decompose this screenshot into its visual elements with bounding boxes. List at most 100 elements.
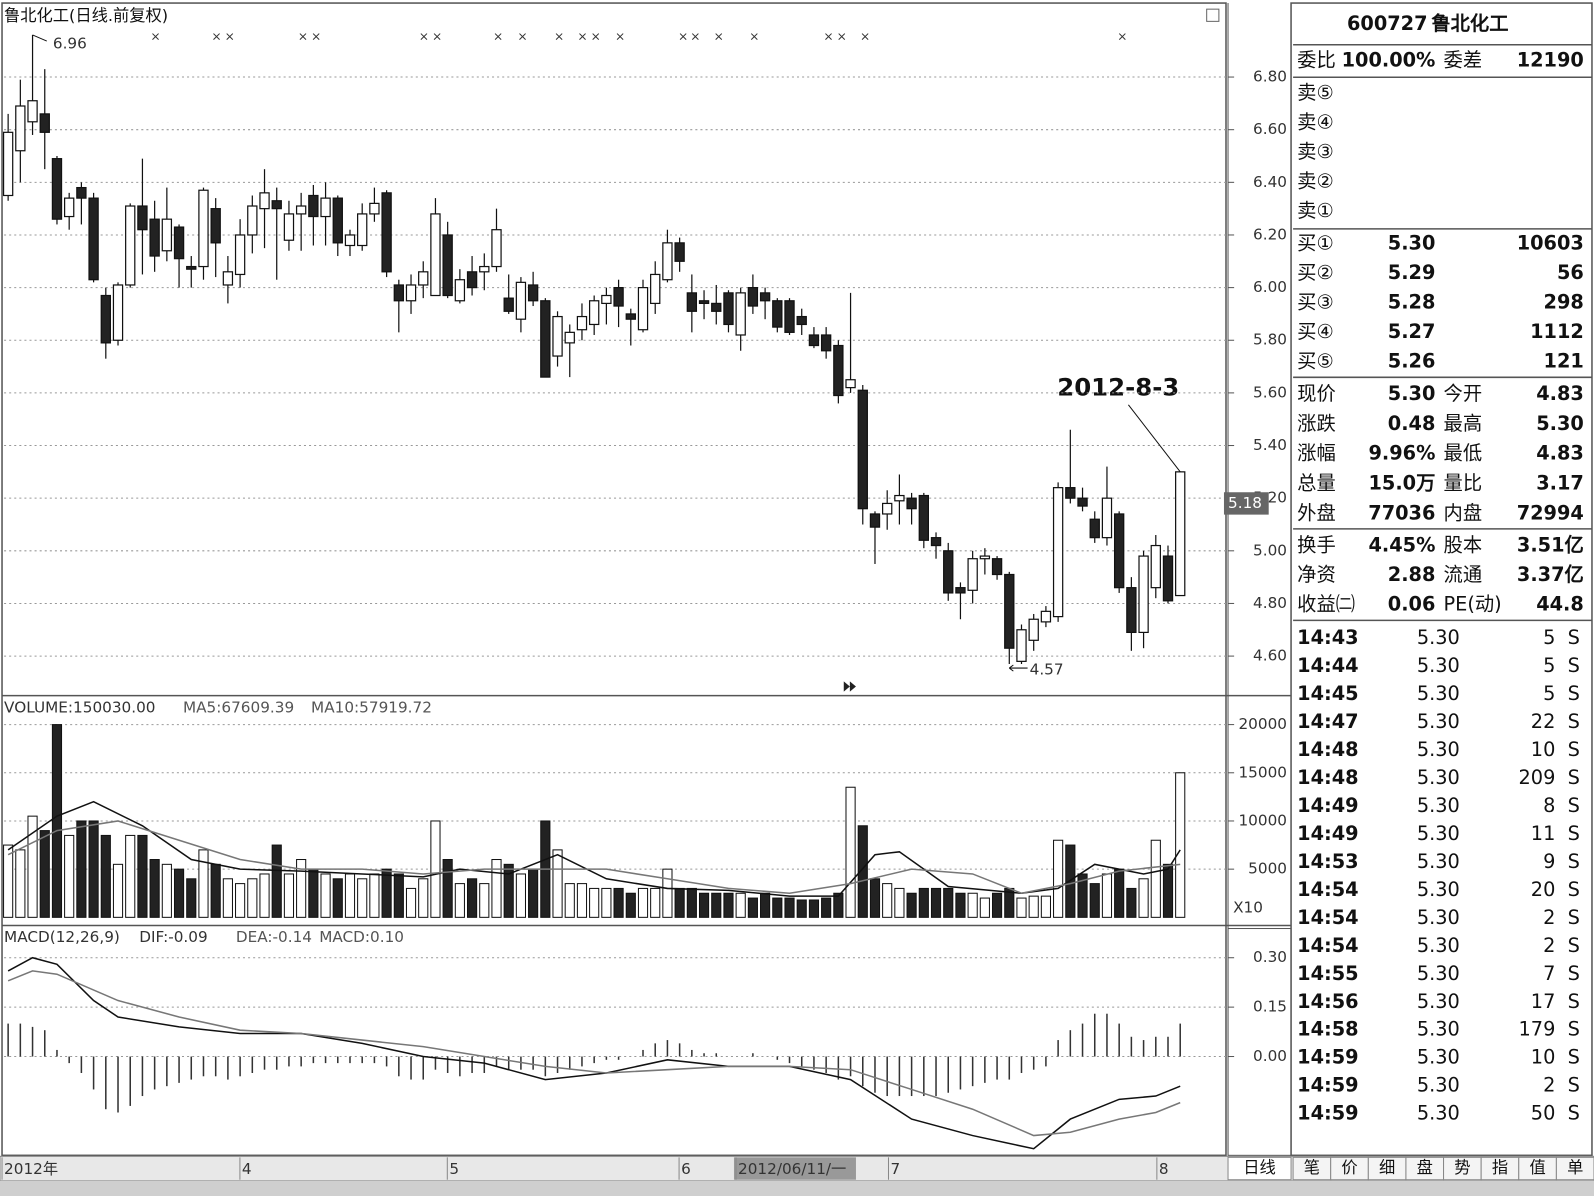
stat-label: 现价 — [1297, 382, 1336, 405]
trade-time: 14:54 — [1297, 878, 1358, 901]
buy-label: 买④ — [1297, 320, 1334, 343]
volume-bar — [466, 878, 478, 918]
event-marker[interactable] — [420, 33, 428, 41]
stat-label: 涨幅 — [1297, 442, 1336, 465]
tab-label[interactable]: 细 — [1379, 1158, 1395, 1177]
tab-label[interactable]: 指 — [1492, 1158, 1508, 1177]
trade-side: S — [1568, 934, 1580, 957]
trade-price: 5.30 — [1417, 990, 1460, 1013]
fundamental-value: 2.88 — [1388, 563, 1436, 586]
trade-price: 5.30 — [1417, 1018, 1460, 1041]
volume-bar — [906, 892, 917, 918]
event-marker[interactable] — [555, 33, 563, 41]
high-label: 6.96 — [53, 35, 87, 53]
event-marker[interactable] — [226, 33, 234, 41]
scroll-arrows[interactable] — [843, 681, 856, 692]
tab-label[interactable]: 单 — [1567, 1158, 1583, 1177]
window-icon[interactable] — [1206, 8, 1220, 22]
y-tick-label: 6.80 — [1253, 68, 1287, 86]
volume-bar — [515, 873, 526, 918]
candle-body — [662, 242, 673, 281]
tab-label[interactable]: 笔 — [1304, 1158, 1320, 1177]
trade-side: S — [1568, 1046, 1580, 1069]
volume-bar — [857, 825, 868, 918]
trade-volume: 17 — [1531, 990, 1556, 1013]
candle-body — [588, 300, 600, 326]
event-marker[interactable] — [861, 33, 869, 41]
legend-text: VOLUME:150030.00 — [4, 698, 155, 716]
event-marker[interactable] — [616, 33, 624, 41]
tab-label[interactable]: 盘 — [1417, 1158, 1433, 1177]
volume-bar — [112, 863, 124, 918]
event-marker[interactable] — [679, 33, 687, 41]
x-tick-label: 6 — [681, 1160, 691, 1178]
event-marker[interactable] — [825, 33, 832, 41]
volume-bar — [772, 897, 783, 918]
event-marker[interactable] — [494, 33, 502, 41]
buy-price: 5.29 — [1388, 261, 1436, 284]
trade-time: 14:49 — [1297, 822, 1358, 845]
y-tick-label: 15000 — [1238, 763, 1287, 781]
volume-bar — [247, 878, 258, 918]
stat-label: 外盘 — [1297, 501, 1336, 524]
stock-name: 鲁北化工 — [1430, 12, 1508, 35]
event-marker[interactable] — [715, 33, 723, 41]
event-marker[interactable] — [312, 33, 320, 41]
event-marker[interactable] — [838, 33, 846, 41]
event-marker[interactable] — [152, 33, 159, 41]
volume-bar — [344, 873, 356, 918]
candle-body — [308, 194, 319, 218]
stat-value: 15.0万 — [1369, 471, 1436, 494]
candle-body — [149, 218, 160, 257]
trade-volume: 10 — [1531, 1046, 1556, 1069]
candle-body — [76, 186, 87, 199]
tab-label[interactable]: 值 — [1529, 1158, 1545, 1177]
period-tab[interactable] — [1227, 1156, 1292, 1181]
event-marker[interactable] — [592, 33, 600, 41]
event-marker[interactable] — [750, 33, 758, 41]
candle-body — [650, 273, 661, 305]
stat-label: 最高 — [1444, 412, 1483, 435]
stat-label: 涨跌 — [1297, 412, 1336, 435]
tab-label[interactable]: 势 — [1454, 1158, 1470, 1177]
volume-bar — [979, 897, 990, 918]
indicator-line — [7, 800, 1181, 897]
trade-price: 5.30 — [1417, 654, 1460, 677]
volume-bar — [296, 859, 307, 918]
x-tick-label: 4 — [242, 1160, 252, 1178]
candle-body — [295, 205, 307, 215]
tab[interactable] — [1555, 1156, 1594, 1181]
trade-price: 5.30 — [1417, 738, 1460, 761]
tab-label[interactable]: 价 — [1341, 1158, 1357, 1177]
event-marker[interactable] — [433, 33, 441, 41]
event-marker[interactable] — [691, 33, 699, 41]
volume-bar — [418, 878, 429, 918]
volume-bar — [686, 887, 697, 918]
x-tick-label: 2012/06/11/一 — [738, 1160, 846, 1178]
event-marker[interactable] — [213, 33, 220, 41]
candle-body — [869, 513, 881, 528]
candle-body — [674, 242, 685, 262]
candle-body — [479, 265, 490, 273]
y-tick-label: 20000 — [1238, 715, 1287, 733]
y-tick-label: 10000 — [1238, 811, 1287, 829]
volume-bar — [283, 873, 295, 918]
event-marker[interactable] — [299, 33, 307, 41]
legend-text: MACD:0.10 — [319, 928, 404, 946]
candle-body — [564, 331, 575, 344]
candle-body — [283, 213, 295, 241]
volume-bar — [405, 887, 417, 918]
candle-body — [210, 208, 221, 244]
candle-body — [454, 279, 466, 302]
legend-text: MA10:57919.72 — [311, 698, 432, 716]
stat-value: 4.83 — [1536, 442, 1584, 465]
volume-bar — [528, 868, 539, 918]
event-marker[interactable] — [519, 33, 526, 41]
candle-body — [15, 105, 26, 152]
period-label[interactable]: 日线 — [1243, 1158, 1275, 1177]
chart-frame — [1, 2, 1227, 1157]
volume-bar — [235, 883, 246, 918]
event-marker[interactable] — [579, 33, 586, 41]
event-marker[interactable] — [1118, 33, 1126, 41]
candle-body — [930, 537, 942, 547]
